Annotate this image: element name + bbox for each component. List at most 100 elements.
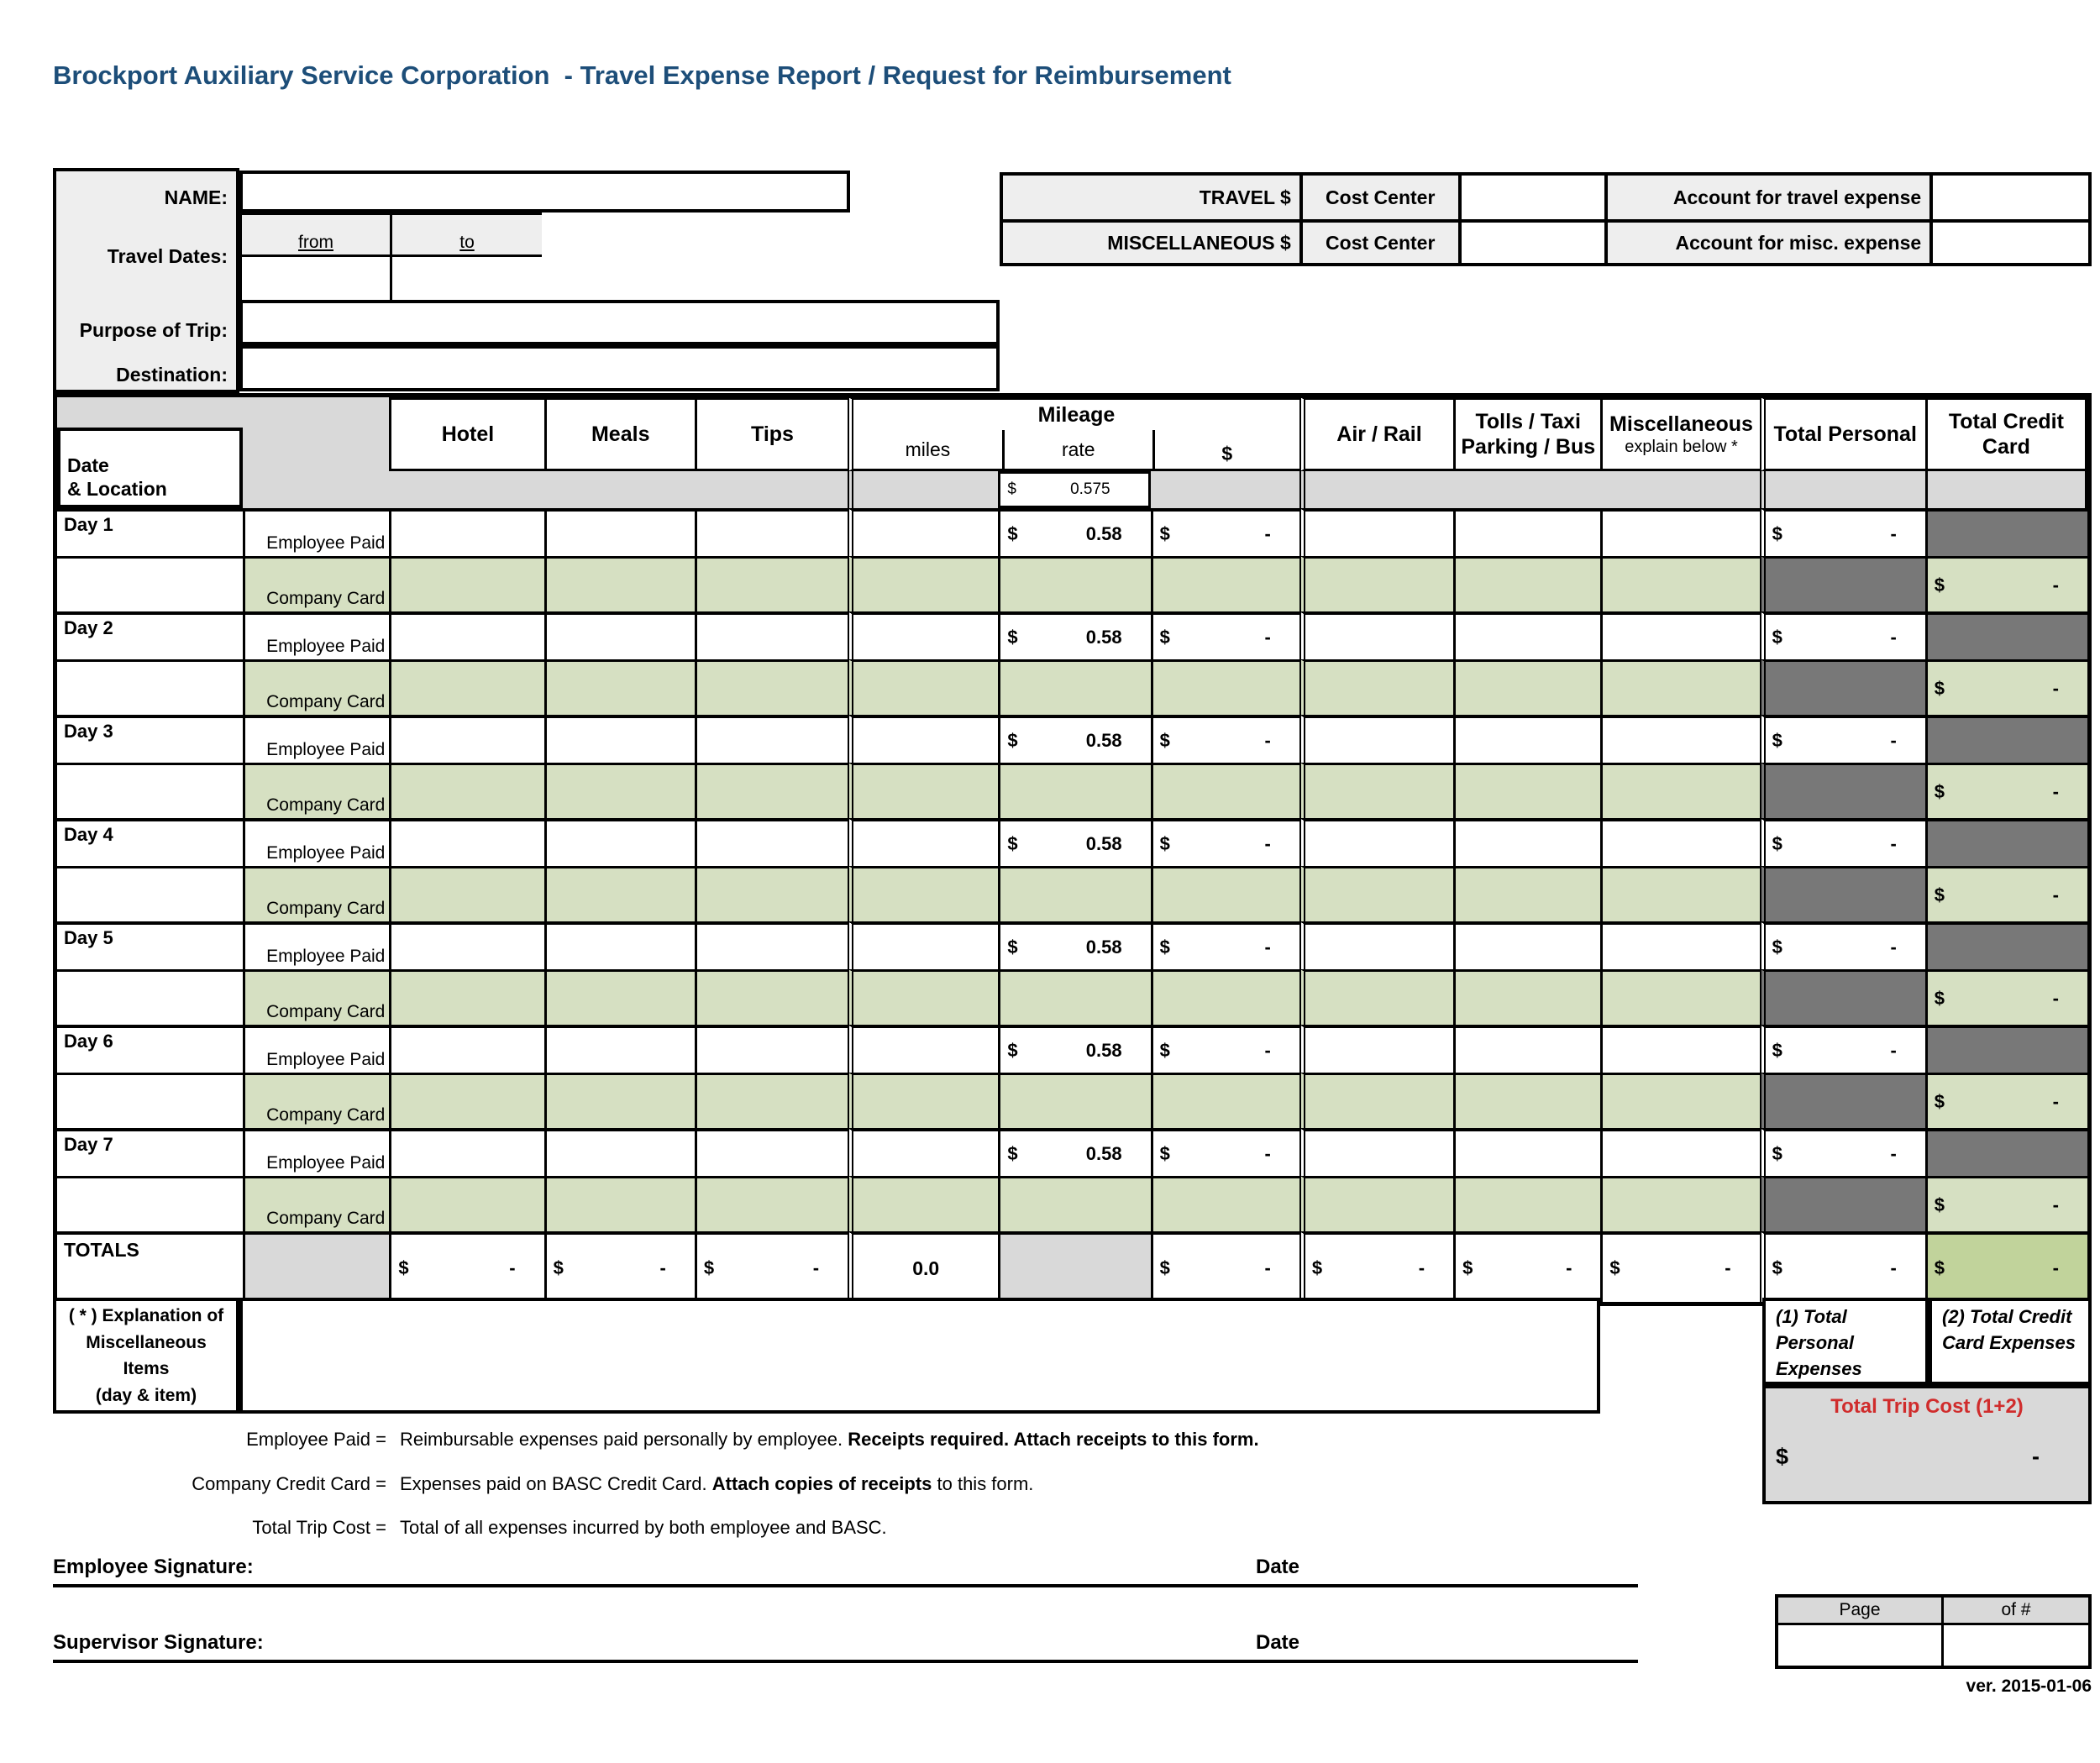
air-rail-cell[interactable] [1299,659,1454,715]
tolls-cell[interactable] [1453,715,1601,763]
air-rail-cell[interactable] [1299,1176,1454,1231]
to-date-input[interactable] [390,257,542,304]
meals-cell[interactable] [543,1073,695,1128]
name-input[interactable] [239,171,850,213]
hotel-cell[interactable] [389,1073,544,1128]
meals-cell[interactable] [543,866,695,921]
location-cell[interactable] [57,556,244,611]
meals-cell[interactable] [543,1176,695,1231]
from-date-input[interactable] [242,257,390,304]
mileage-amount-cell[interactable] [1150,659,1299,715]
tips-cell[interactable] [694,763,848,818]
supervisor-signature-line[interactable]: Supervisor Signature: Date [53,1631,1638,1663]
meals-cell[interactable] [543,1128,695,1176]
misc-cost-center-input[interactable] [1457,219,1604,263]
meals-cell[interactable] [543,611,695,659]
misc-cell[interactable] [1600,556,1760,611]
tolls-cell[interactable] [1453,659,1601,715]
tips-cell[interactable] [694,818,848,866]
tips-cell[interactable] [694,866,848,921]
tips-cell[interactable] [694,611,848,659]
meals-cell[interactable] [543,659,695,715]
air-rail-cell[interactable] [1299,969,1454,1025]
mileage-rate-cell[interactable] [998,659,1151,715]
miles-cell[interactable] [848,1128,999,1176]
miles-cell[interactable] [848,508,999,556]
misc-cell[interactable] [1600,659,1760,715]
misc-cell[interactable] [1600,715,1760,763]
mileage-amount-cell[interactable] [1150,1176,1299,1231]
explanation-input[interactable] [239,1298,1600,1414]
mileage-amount-cell[interactable] [1150,556,1299,611]
misc-cell[interactable] [1600,1176,1760,1231]
air-rail-cell[interactable] [1299,921,1454,969]
hotel-cell[interactable] [389,556,544,611]
air-rail-cell[interactable] [1299,1025,1454,1073]
hotel-cell[interactable] [389,659,544,715]
tips-cell[interactable] [694,1176,848,1231]
misc-account-input[interactable] [1929,219,2088,263]
hotel-cell[interactable] [389,818,544,866]
location-cell[interactable] [57,659,244,715]
air-rail-cell[interactable] [1299,508,1454,556]
misc-cell[interactable] [1600,1128,1760,1176]
miles-cell[interactable] [848,921,999,969]
travel-cost-center-input[interactable] [1457,176,1604,219]
misc-cell[interactable] [1600,1073,1760,1128]
mileage-amount-cell[interactable] [1150,969,1299,1025]
tolls-cell[interactable] [1453,611,1601,659]
mileage-amount-cell[interactable] [1150,1073,1299,1128]
miles-cell[interactable] [848,611,999,659]
misc-cell[interactable] [1600,866,1760,921]
miles-cell[interactable] [848,763,999,818]
meals-cell[interactable] [543,921,695,969]
hotel-cell[interactable] [389,715,544,763]
employee-signature-line[interactable]: Employee Signature: Date [53,1556,1638,1587]
tips-cell[interactable] [694,969,848,1025]
miles-cell[interactable] [848,1176,999,1231]
misc-cell[interactable] [1600,969,1760,1025]
hotel-cell[interactable] [389,763,544,818]
location-cell[interactable] [57,1176,244,1231]
purpose-input[interactable] [239,300,1000,345]
tolls-cell[interactable] [1453,763,1601,818]
mileage-amount-cell[interactable] [1150,866,1299,921]
hotel-cell[interactable] [389,1128,544,1176]
meals-cell[interactable] [543,818,695,866]
travel-account-input[interactable] [1929,176,2088,219]
air-rail-cell[interactable] [1299,866,1454,921]
air-rail-cell[interactable] [1299,763,1454,818]
tips-cell[interactable] [694,1128,848,1176]
tolls-cell[interactable] [1453,921,1601,969]
hotel-cell[interactable] [389,508,544,556]
hotel-cell[interactable] [389,921,544,969]
misc-cell[interactable] [1600,921,1760,969]
tips-cell[interactable] [694,508,848,556]
tips-cell[interactable] [694,1073,848,1128]
misc-cell[interactable] [1600,508,1760,556]
misc-cell[interactable] [1600,763,1760,818]
mileage-rate-cell[interactable] [998,969,1151,1025]
tolls-cell[interactable] [1453,1025,1601,1073]
page-value-input[interactable] [1778,1625,1941,1666]
misc-cell[interactable] [1600,818,1760,866]
hotel-cell[interactable] [389,969,544,1025]
tolls-cell[interactable] [1453,1073,1601,1128]
miles-cell[interactable] [848,715,999,763]
location-cell[interactable] [57,866,244,921]
miles-cell[interactable] [848,1073,999,1128]
hotel-cell[interactable] [389,1025,544,1073]
tolls-cell[interactable] [1453,818,1601,866]
meals-cell[interactable] [543,969,695,1025]
tolls-cell[interactable] [1453,969,1601,1025]
mileage-rate-cell[interactable] [998,556,1151,611]
misc-cell[interactable] [1600,611,1760,659]
tolls-cell[interactable] [1453,866,1601,921]
tolls-cell[interactable] [1453,556,1601,611]
mileage-rate-cell[interactable] [998,866,1151,921]
mileage-rate-cell[interactable] [998,763,1151,818]
miles-cell[interactable] [848,659,999,715]
hotel-cell[interactable] [389,1176,544,1231]
hotel-cell[interactable] [389,611,544,659]
miles-cell[interactable] [848,556,999,611]
